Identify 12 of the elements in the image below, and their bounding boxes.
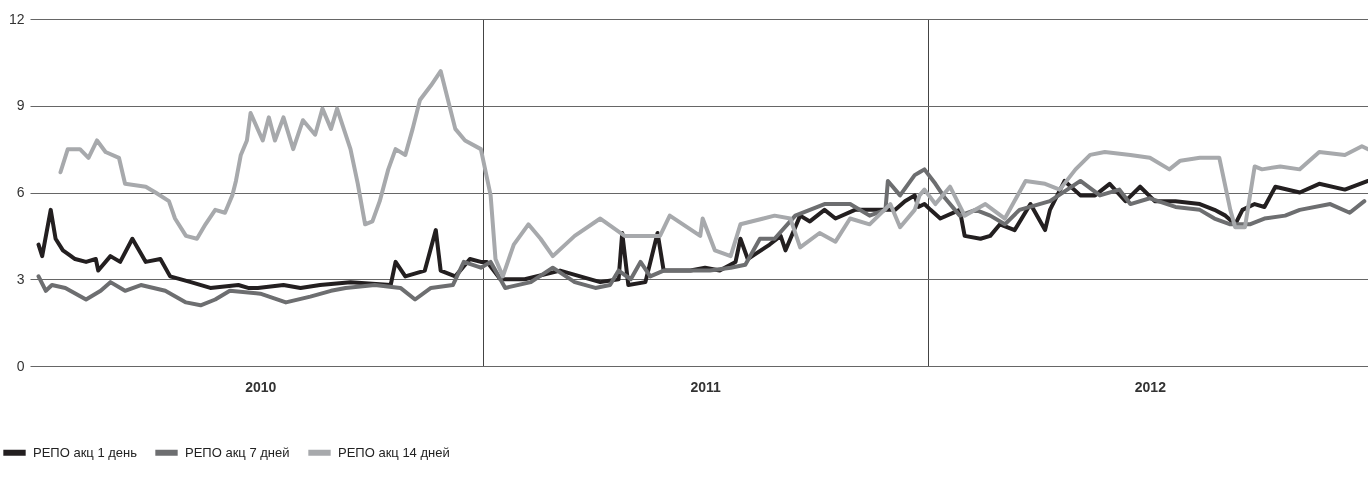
x-tick-label: 2010 — [245, 378, 277, 395]
x-tick-label: 2012 — [1134, 378, 1167, 395]
y-tick-label: 12 — [8, 10, 25, 27]
legend-label: РЕПО акц 1 день — [33, 444, 138, 460]
y-tick-label: 3 — [16, 270, 25, 287]
legend-label: РЕПО акц 7 дней — [185, 444, 290, 460]
y-tick-label: 9 — [16, 97, 25, 114]
line-series — [58, 69, 1368, 279]
x-tick-label: 2011 — [690, 378, 721, 395]
legend-label: РЕПО акц 14 дней — [338, 444, 450, 460]
y-tick-label: 6 — [16, 184, 25, 200]
y-tick-label: 0 — [16, 357, 25, 374]
